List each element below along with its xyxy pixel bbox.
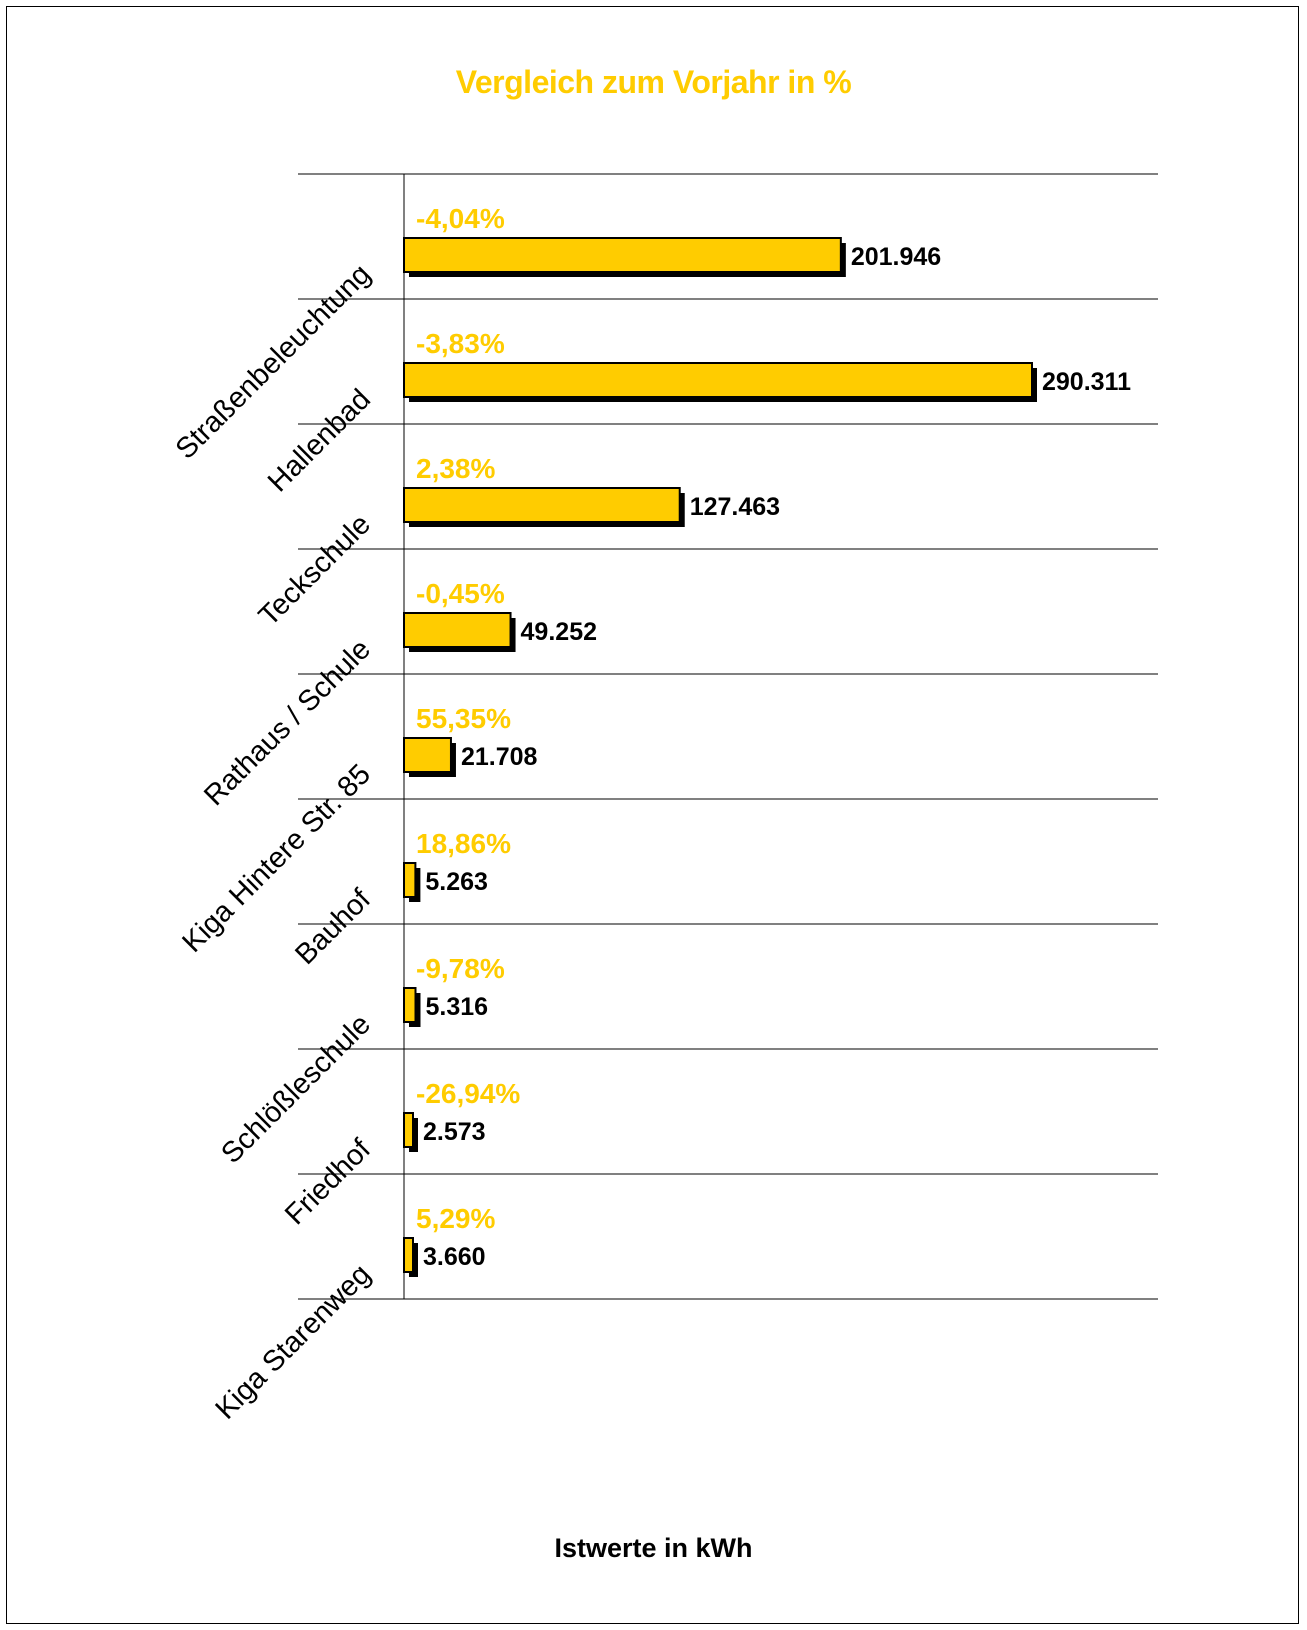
bar [404,738,451,772]
bar [404,1113,413,1147]
value-label: 3.660 [423,1243,486,1271]
bar [404,363,1032,397]
percent-change-label: 55,35% [416,703,511,734]
percent-change-label: 18,86% [416,828,511,859]
percent-change-label: -3,83% [416,328,505,359]
bar [404,863,415,897]
value-label: 201.946 [851,243,941,271]
value-label: 49.252 [521,618,597,646]
percent-change-label: -4,04% [416,203,505,234]
bar [404,488,680,522]
category-label: Friedhof [279,1133,378,1232]
value-label: 2.573 [423,1118,486,1146]
percent-change-label: -26,94% [416,1078,520,1109]
category-label: Bauhof [289,883,377,971]
percent-change-label: -0,45% [416,578,505,609]
value-label: 127.463 [690,493,780,521]
bar [404,613,511,647]
percent-change-label: 2,38% [416,453,495,484]
bar [404,988,415,1022]
percent-change-label: 5,29% [416,1203,495,1234]
value-label: 21.708 [461,743,538,771]
category-label: Teckschule [253,508,377,632]
bar [404,1238,413,1272]
category-label: Hallenbad [262,383,377,498]
x-axis-label: Istwerte in kWh [0,1533,1307,1564]
percent-change-label: -9,78% [416,953,505,984]
value-label: 290.311 [1042,368,1131,396]
category-label: Kiga Starenweg [210,1258,377,1425]
value-label: 5.316 [425,993,488,1021]
bar [404,238,841,272]
value-label: 5.263 [425,868,488,896]
